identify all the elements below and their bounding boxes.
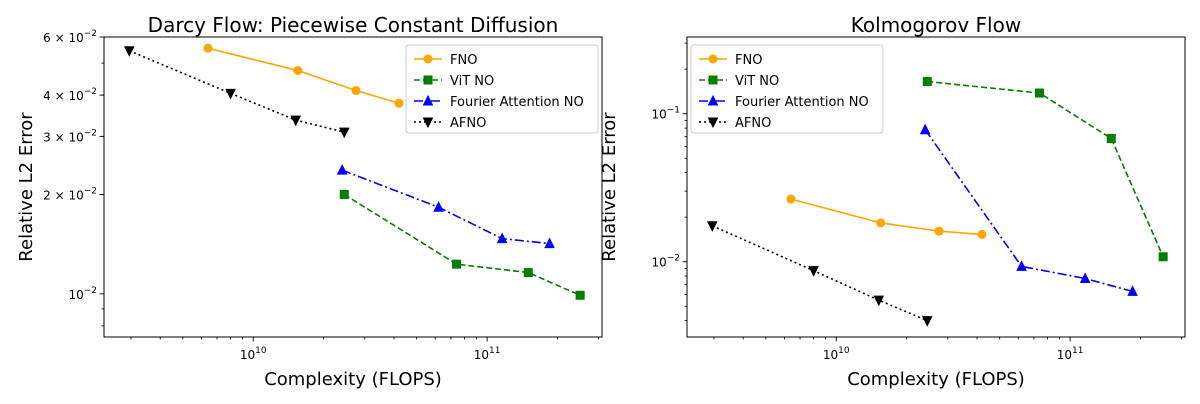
plot-frame	[103, 36, 603, 338]
series-line	[207, 47, 400, 104]
legend-marker	[423, 54, 433, 64]
data-point	[921, 316, 933, 327]
y-tick-label: 10−1	[651, 106, 680, 122]
legend-marker	[707, 117, 719, 129]
legend-label: AFNO	[450, 116, 486, 131]
chart-title: Darcy Flow: Piecewise Constant Diffusion	[148, 13, 559, 37]
legend-marker	[422, 94, 434, 106]
data-point	[808, 266, 819, 277]
y-tick-label: 10−2	[651, 254, 680, 270]
data-point	[523, 268, 533, 278]
chart-panel-2: Kolmogorov Flow 1010 1011 10−1 10−2 Complexit…	[599, 13, 1186, 390]
data-point	[977, 229, 987, 239]
y-tick-label: 6 × 10−2	[43, 29, 97, 45]
data-point	[339, 189, 349, 199]
legend-label: FNO	[450, 53, 477, 68]
series-line	[790, 198, 983, 236]
x-axis-label: Complexity (FLOPS)	[264, 369, 442, 390]
series-fourier-attention-no	[336, 164, 555, 249]
series-line	[711, 225, 928, 322]
x-tick-label: 1010	[240, 346, 267, 362]
data-point	[394, 98, 404, 108]
data-point	[1016, 260, 1027, 271]
y-tick-label: 10−2	[68, 286, 97, 302]
series-line	[924, 129, 1133, 293]
data-point	[706, 221, 718, 232]
x-tick-label: 1010	[823, 346, 850, 362]
series-afno	[123, 46, 350, 139]
series-line	[927, 80, 1164, 258]
data-point	[433, 201, 444, 212]
y-axis-label: Relative L2 Error	[16, 112, 37, 262]
legend-marker	[707, 94, 719, 106]
chart-title: Kolmogorov Flow	[851, 13, 1021, 37]
y-tick-label: 2 × 10−2	[43, 186, 97, 202]
legend-label: Fourier Attention NO	[735, 95, 869, 110]
legend: FNO ViT NO Fourier Attention NO AFNO	[405, 44, 599, 134]
data-point	[336, 164, 348, 175]
y-axis-label: Relative L2 Error	[599, 112, 620, 262]
data-point	[290, 115, 302, 127]
chart-panel-1: Darcy Flow: Piecewise Constant Diffusion…	[16, 13, 603, 390]
legend-marker	[422, 117, 434, 129]
data-point	[452, 259, 462, 269]
legend-marker	[423, 75, 433, 85]
data-point	[1127, 285, 1138, 296]
series-fno	[203, 43, 404, 108]
series-vit-no	[922, 77, 1168, 262]
series-fno	[786, 194, 987, 239]
data-point	[922, 77, 932, 87]
data-point	[919, 123, 931, 135]
series-line	[128, 50, 345, 133]
series-vit-no	[339, 189, 585, 300]
legend-label: ViT NO	[450, 74, 494, 89]
legend-label: AFNO	[735, 116, 771, 131]
legend-label: Fourier Attention NO	[450, 95, 584, 110]
data-point	[123, 46, 135, 57]
y-tick-label: 4 × 10−2	[43, 87, 97, 103]
series-line	[343, 193, 581, 297]
data-point	[544, 237, 555, 249]
series-fourier-attention-no	[919, 123, 1138, 296]
x-axis-label: Complexity (FLOPS)	[847, 369, 1025, 390]
series-line	[341, 169, 550, 245]
data-point	[351, 86, 361, 96]
x-tick-label: 1011	[474, 346, 501, 362]
data-point	[934, 226, 944, 236]
legend: FNO ViT NO Fourier Attention NO AFNO	[690, 44, 884, 134]
data-point	[873, 295, 885, 307]
legend-box	[690, 44, 884, 134]
data-point	[1158, 252, 1168, 262]
data-point	[338, 127, 350, 139]
data-point	[1079, 272, 1091, 284]
legend-box	[405, 44, 599, 134]
legend-marker	[708, 75, 718, 85]
data-point	[293, 65, 303, 75]
legend-label: ViT NO	[735, 74, 779, 89]
data-point	[225, 88, 236, 100]
x-tick-label: 1011	[1057, 346, 1084, 362]
y-tick-label: 3 × 10−2	[43, 128, 97, 144]
legend-label: FNO	[735, 53, 762, 68]
legend-marker	[708, 54, 718, 64]
series-afno	[706, 221, 933, 327]
data-point	[876, 218, 886, 228]
data-point	[786, 194, 796, 204]
data-point	[575, 290, 585, 300]
data-point	[496, 232, 508, 244]
data-point	[203, 43, 213, 53]
plot-frame	[686, 36, 1186, 338]
data-point	[1106, 134, 1116, 144]
data-point	[1035, 88, 1045, 98]
